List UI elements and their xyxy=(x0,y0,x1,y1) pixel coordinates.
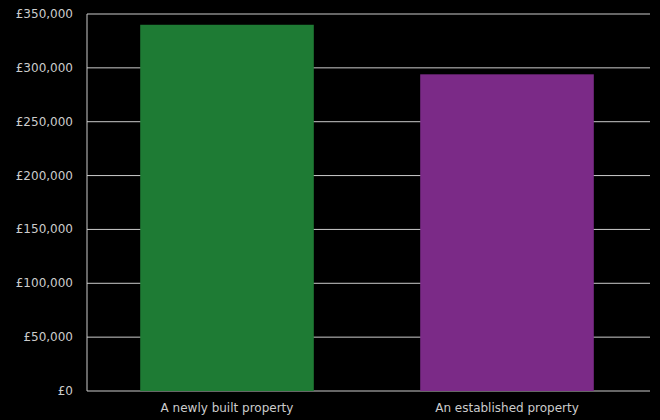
grid-line xyxy=(87,14,650,15)
bar xyxy=(140,25,314,391)
tick-label: £250,000 xyxy=(16,115,73,129)
tick-label: £150,000 xyxy=(16,222,73,236)
tick-label: £300,000 xyxy=(16,61,73,75)
bar xyxy=(420,74,594,391)
background xyxy=(0,0,660,420)
tick-label: £0 xyxy=(58,384,73,398)
category-label: A newly built property xyxy=(161,401,294,415)
y-axis xyxy=(87,14,88,391)
tick-label: £100,000 xyxy=(16,276,73,290)
category-label: An established property xyxy=(435,401,579,415)
chart: £0 £50,000 £100,000 £150,000 £200,000 £250,00… xyxy=(0,0,660,420)
tick-label: £50,000 xyxy=(23,330,73,344)
tick-label: £350,000 xyxy=(16,7,73,21)
tick-label: £200,000 xyxy=(16,169,73,183)
bars xyxy=(140,25,594,391)
